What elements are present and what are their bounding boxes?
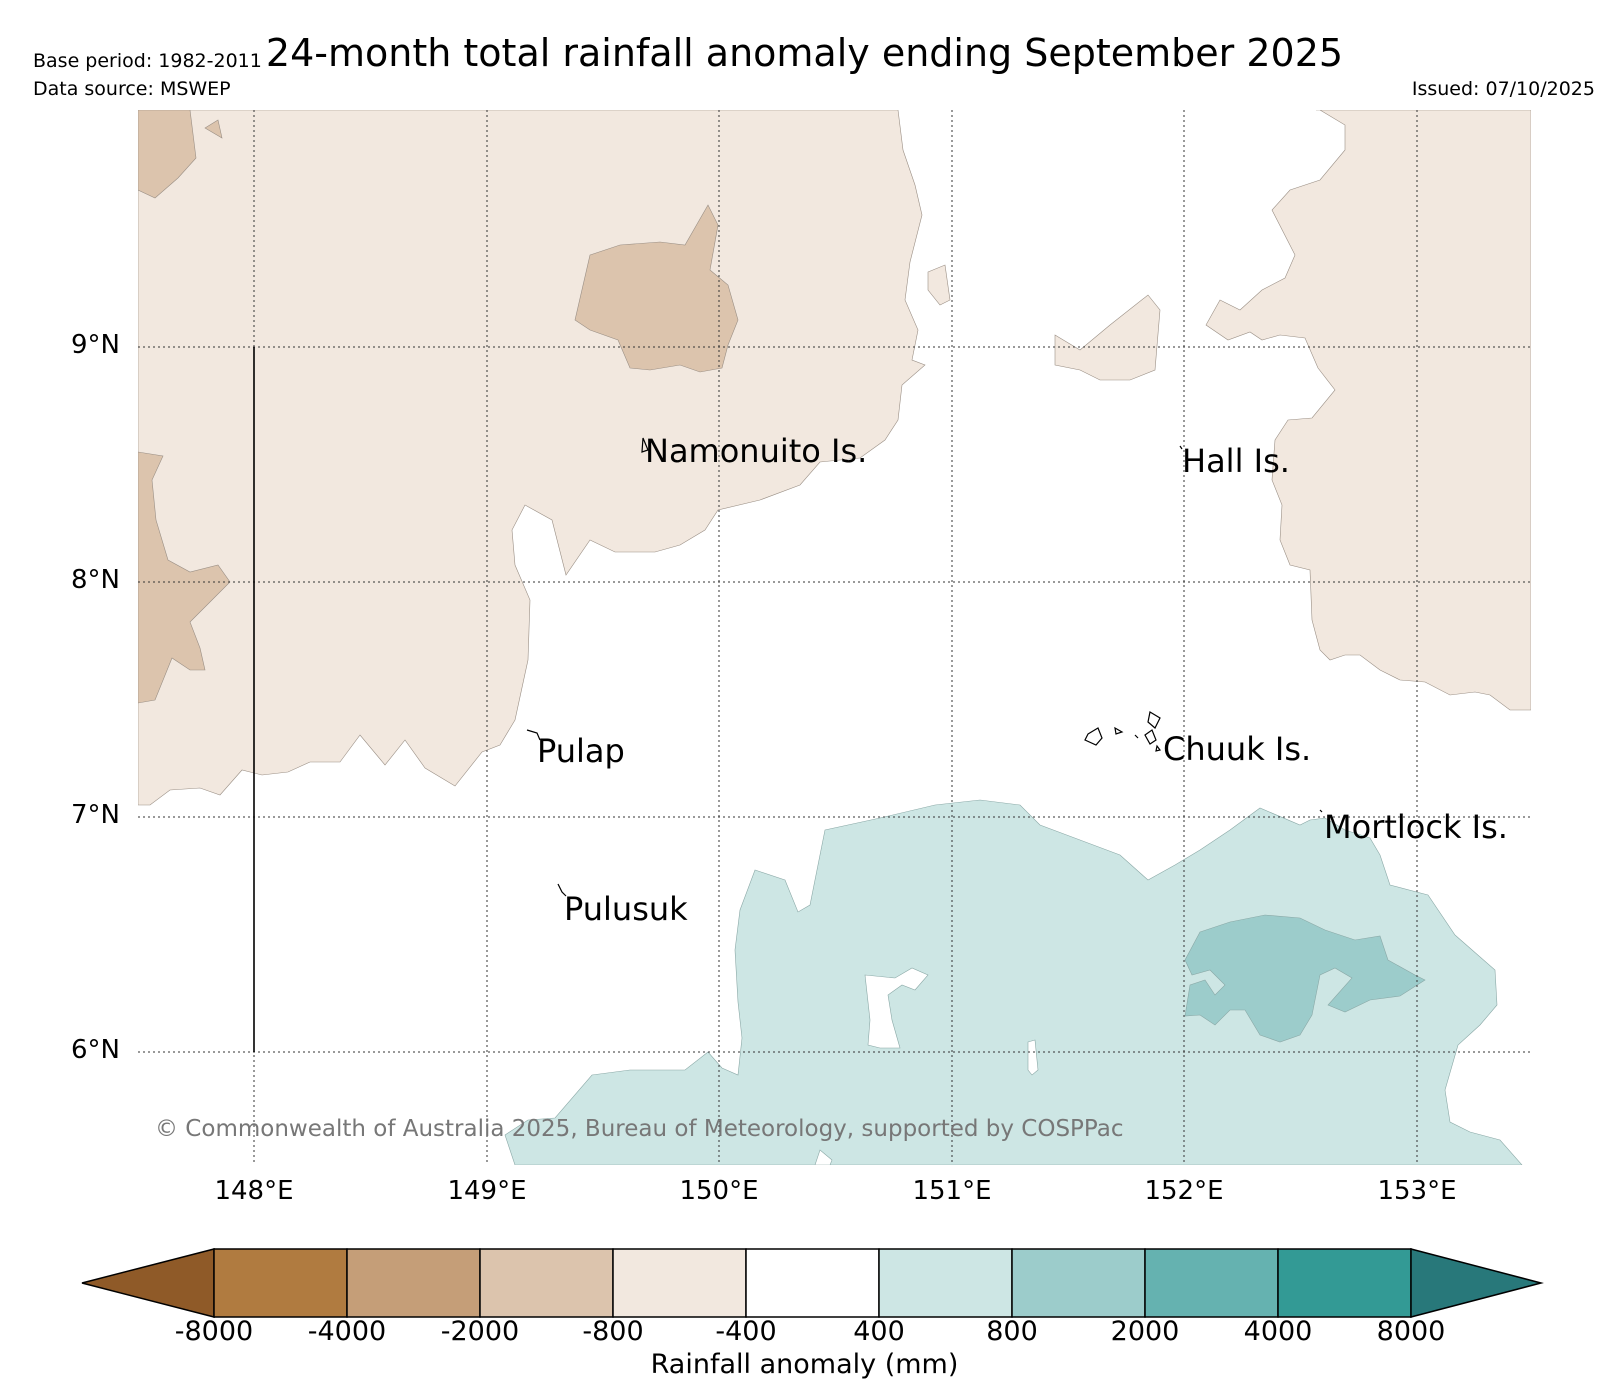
colorbar-over-arrow: [1410, 1248, 1544, 1318]
dry-patch-island-a: [927, 264, 951, 306]
colorbar-segment-9: [1277, 1248, 1412, 1318]
lon-label-151e: 151°E: [912, 1176, 992, 1206]
chuuk-island-outline-f: [1155, 744, 1162, 752]
copyright-notice: © Commonwealth of Australia 2025, Bureau…: [155, 1116, 1124, 1142]
colorbar-segment-4: [612, 1248, 747, 1318]
colorbar-segment-2: [346, 1248, 481, 1318]
neutral-hole-c: [814, 1149, 833, 1165]
colorbar: [81, 1248, 1544, 1318]
island-outlines: [526, 437, 1323, 897]
neutral-hole-a: [864, 967, 929, 1049]
mortlock-island-outline: [1319, 809, 1323, 813]
lon-label-150e: 150°E: [679, 1176, 759, 1206]
colorbar-tick-6: 400: [853, 1316, 905, 1347]
colorbar-segment-6: [878, 1248, 1013, 1318]
namonuito-island-outline: [641, 437, 649, 453]
colorbar-tick-5: -400: [715, 1316, 777, 1347]
drier-patch-northwest-corner: [138, 110, 197, 199]
lon-label-152e: 152°E: [1144, 1176, 1224, 1206]
colorbar-segment-8: [1144, 1248, 1279, 1318]
colorbar-tick-8: 2000: [1110, 1316, 1180, 1347]
colorbar-segment-5: [745, 1248, 880, 1318]
colorbar-tick-9: 4000: [1243, 1316, 1313, 1347]
place-label-namonuito: Namonuito Is.: [645, 432, 868, 470]
lon-label-149e: 149°E: [447, 1176, 527, 1206]
pulap-island-outline: [526, 729, 541, 741]
colorbar-under-arrow: [81, 1248, 215, 1318]
colorbar-tick-3: -2000: [440, 1316, 520, 1347]
map-gridlines: [138, 110, 1531, 1165]
lon-label-148e: 148°E: [214, 1176, 294, 1206]
chuuk-island-outline-a: [1147, 711, 1161, 729]
colorbar-tick-4: -800: [582, 1316, 644, 1347]
neutral-hole-b: [1027, 1039, 1039, 1076]
chuuk-island-outline-b: [1144, 729, 1157, 745]
map-title: 24-month total rainfall anomaly ending S…: [265, 31, 1344, 75]
colorbar-tick-10: 8000: [1376, 1316, 1446, 1347]
pulusuk-island-outline: [557, 883, 567, 897]
anomaly-contours: [138, 110, 1531, 1165]
base-period-note: Base period: 1982-2011: [33, 50, 262, 72]
colorbar-segment-3: [479, 1248, 614, 1318]
lat-label-6n: 6°N: [71, 1035, 120, 1065]
drier-patch-small-north: [204, 119, 223, 139]
dry-region-east: [1205, 110, 1531, 711]
colorbar-segment-7: [1011, 1248, 1146, 1318]
colorbar-label: Rainfall anomaly (mm): [650, 1349, 959, 1380]
issued-date: Issued: 07/10/2025: [1411, 78, 1595, 100]
colorbar-segment-1: [213, 1248, 348, 1318]
data-source-note: Data source: MSWEP: [33, 78, 231, 100]
colorbar-tick-2: -4000: [307, 1316, 387, 1347]
colorbar-tick-7: 800: [986, 1316, 1038, 1347]
drier-patch-north: [574, 204, 739, 373]
chuuk-island-outline-d: [1114, 726, 1124, 735]
wetter-patch-southeast: [1184, 914, 1426, 1043]
place-label-pulusuk: Pulusuk: [564, 890, 688, 928]
chuuk-island-outline-e: [1134, 734, 1139, 739]
place-label-hall: Hall Is.: [1182, 442, 1290, 480]
drier-patch-west: [138, 451, 231, 704]
lat-label-7n: 7°N: [71, 800, 120, 830]
wet-region-south: [504, 799, 1523, 1165]
colorbar-tick-1: -8000: [174, 1316, 254, 1347]
place-label-chuuk: Chuuk Is.: [1163, 730, 1312, 768]
lat-label-8n: 8°N: [71, 565, 120, 595]
chuuk-island-outline-c: [1084, 727, 1103, 746]
place-label-pulap: Pulap: [537, 732, 625, 770]
lat-label-9n: 9°N: [71, 330, 120, 360]
dry-region-northwest: [138, 110, 926, 806]
hall-island-outline: [1179, 445, 1183, 450]
lon-label-153e: 153°E: [1377, 1176, 1457, 1206]
dry-patch-center: [1054, 294, 1161, 381]
place-label-mortlock: Mortlock Is.: [1324, 808, 1508, 846]
